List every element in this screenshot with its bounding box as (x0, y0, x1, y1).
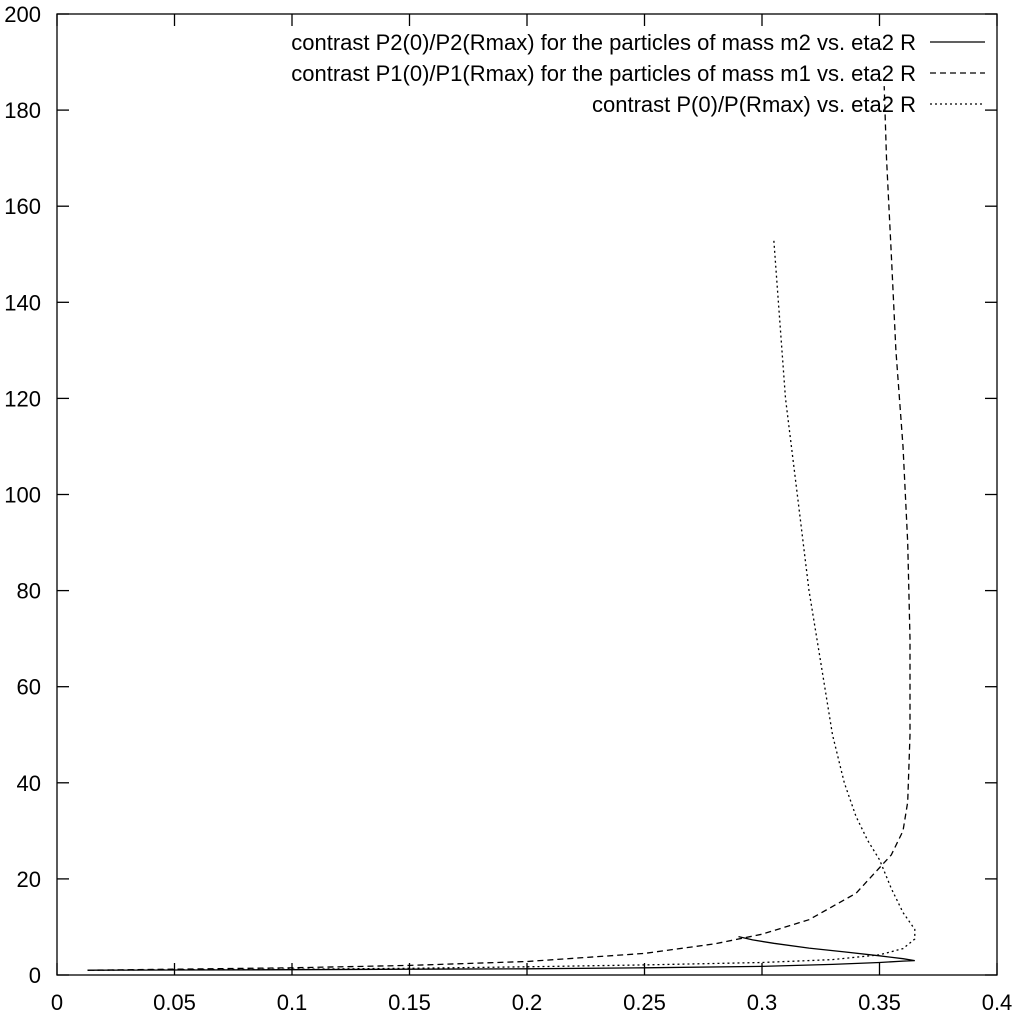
x-tick-label: 0.2 (512, 990, 543, 1015)
legend: contrast P2(0)/P2(Rmax) for the particle… (291, 30, 985, 117)
series-line-solid (87, 935, 915, 971)
x-tick-label: 0 (51, 990, 63, 1015)
y-tick-label: 200 (4, 2, 41, 27)
y-tick-label: 40 (17, 771, 41, 796)
legend-label: contrast P(0)/P(Rmax) vs. eta2 R (592, 92, 916, 117)
x-tick-label: 0.25 (623, 990, 666, 1015)
x-tick-label: 0.4 (982, 990, 1013, 1015)
series-lines (87, 86, 916, 971)
legend-label: contrast P1(0)/P1(Rmax) for the particle… (291, 61, 916, 86)
tick-labels: 0 0.05 0.1 0.15 0.2 0.25 0.3 0.35 0.4 0 20 40 60 80 10… (4, 2, 1012, 1015)
plot-frame (56, 13, 998, 976)
series-line-dotted (87, 239, 916, 971)
series-line-dashed (87, 86, 911, 971)
x-tick-label: 0.1 (277, 990, 308, 1015)
x-tick-label: 0.35 (858, 990, 901, 1015)
x-tick-label: 0.05 (153, 990, 196, 1015)
y-tick-label: 80 (17, 579, 41, 604)
x-tick-label: 0.15 (388, 990, 431, 1015)
y-tick-label: 0 (29, 963, 41, 988)
y-tick-label: 140 (4, 290, 41, 315)
y-tick-label: 160 (4, 194, 41, 219)
x-tick-label: 0.3 (747, 990, 778, 1015)
y-tick-label: 120 (4, 386, 41, 411)
legend-label: contrast P2(0)/P2(Rmax) for the particle… (291, 30, 916, 55)
y-tick-label: 180 (4, 98, 41, 123)
y-tick-label: 60 (17, 675, 41, 700)
y-tick-label: 100 (4, 483, 41, 508)
tick-marks (56, 13, 998, 976)
y-tick-label: 20 (17, 867, 41, 892)
